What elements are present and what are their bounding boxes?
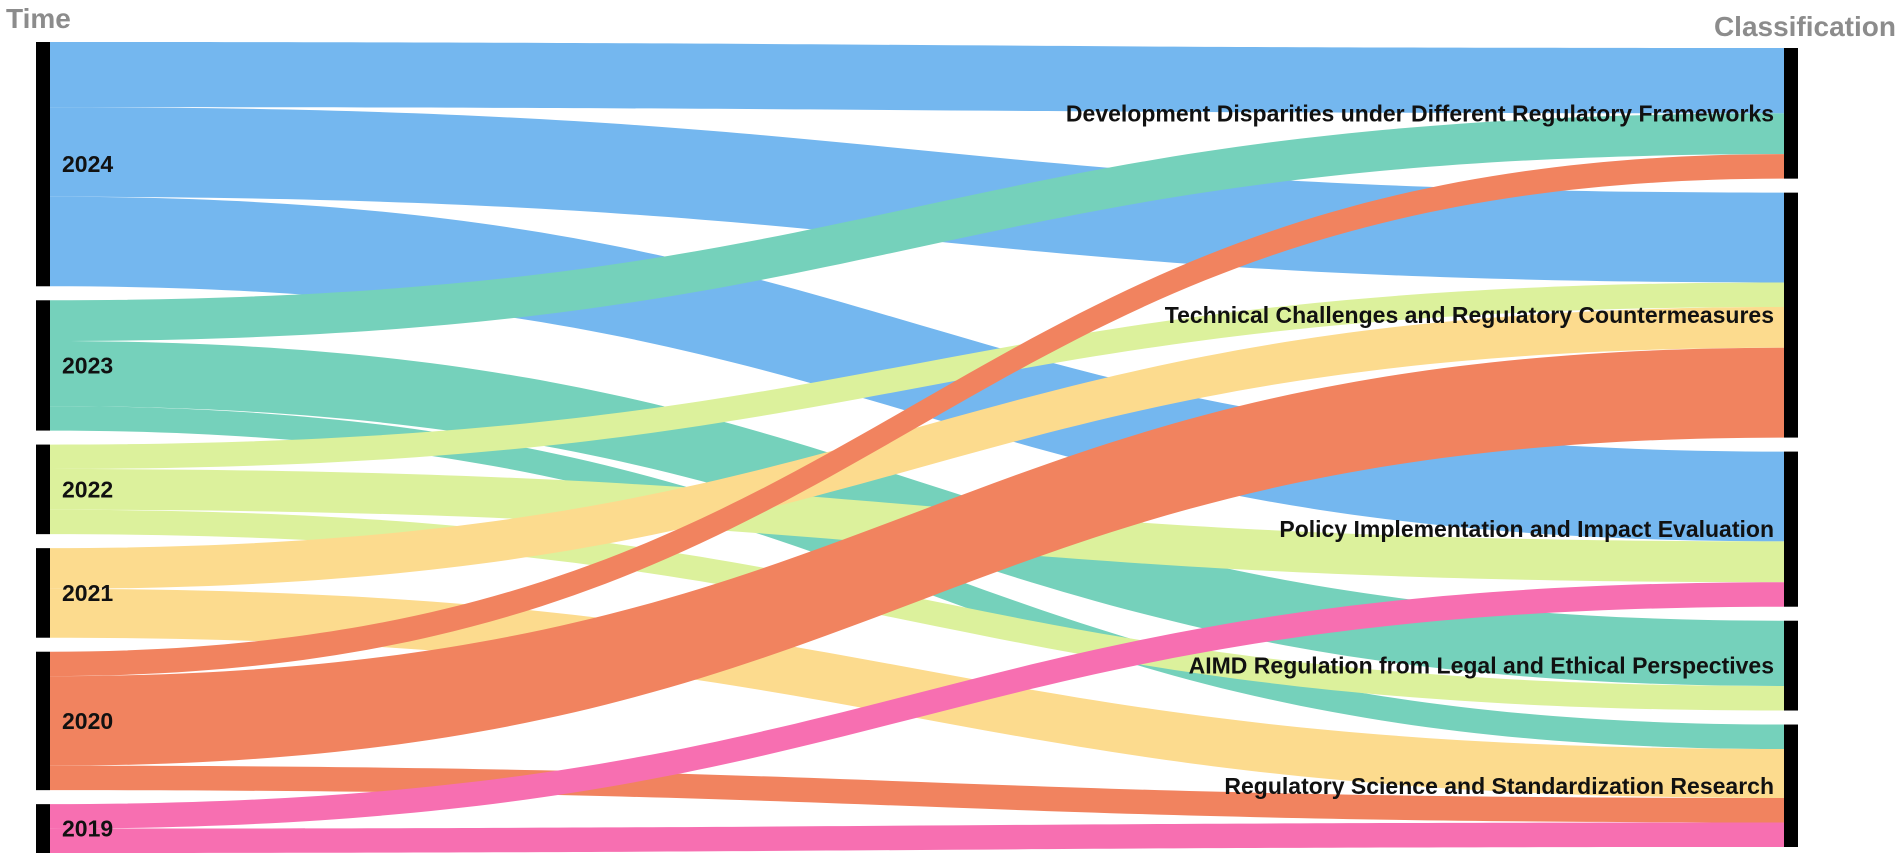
source-node-label-2023: 2023	[62, 352, 113, 378]
source-node-bar-2020	[36, 651, 50, 791]
flow-layer	[50, 42, 1784, 853]
flow-2020-to-dev	[50, 154, 1784, 677]
node-bar-layer	[36, 42, 1798, 853]
source-node-bar-2019	[36, 804, 50, 853]
source-node-label-2021: 2021	[62, 580, 113, 606]
target-node-bar-dev	[1784, 48, 1798, 179]
right-axis-title: Classification	[1714, 11, 1896, 42]
left-axis-title: Time	[6, 3, 71, 34]
source-node-label-2019: 2019	[62, 816, 113, 842]
flow-2020-to-science	[50, 765, 1784, 823]
node-label-layer: 2024 2023 2022 2021 2020 2019 Development Disp…	[62, 100, 1774, 841]
flow-2022-to-legal	[50, 509, 1784, 711]
flow-2024-to-tech	[50, 107, 1784, 283]
target-node-bar-science	[1784, 724, 1798, 847]
source-node-label-2020: 2020	[62, 708, 113, 734]
flow-2019-to-policy	[50, 582, 1784, 829]
flow-2022-to-tech	[50, 282, 1784, 469]
flow-2021-to-tech	[50, 306, 1784, 589]
flow-2024-to-dev	[50, 42, 1784, 114]
target-node-label-policy: Policy Implementation and Impact Evaluat…	[1279, 516, 1774, 542]
source-node-bar-2021	[36, 548, 50, 638]
flow-2019-to-science	[50, 822, 1784, 853]
target-node-bar-legal	[1784, 620, 1798, 711]
flow-2023-to-dev	[50, 113, 1784, 341]
source-node-bar-2024	[36, 42, 50, 287]
target-node-label-dev: Development Disparities under Different …	[1066, 100, 1774, 126]
target-node-bar-policy	[1784, 451, 1798, 607]
target-node-label-tech: Technical Challenges and Regulatory Coun…	[1165, 302, 1774, 328]
flow-2020-to-tech	[50, 347, 1784, 766]
target-node-bar-tech	[1784, 192, 1798, 438]
target-node-label-legal: AIMD Regulation from Legal and Ethical P…	[1189, 653, 1774, 679]
source-node-label-2024: 2024	[62, 151, 113, 177]
source-node-bar-2022	[36, 444, 50, 535]
source-node-label-2022: 2022	[62, 476, 113, 502]
target-node-label-science: Regulatory Science and Standardization R…	[1224, 773, 1774, 799]
source-node-bar-2023	[36, 300, 50, 431]
